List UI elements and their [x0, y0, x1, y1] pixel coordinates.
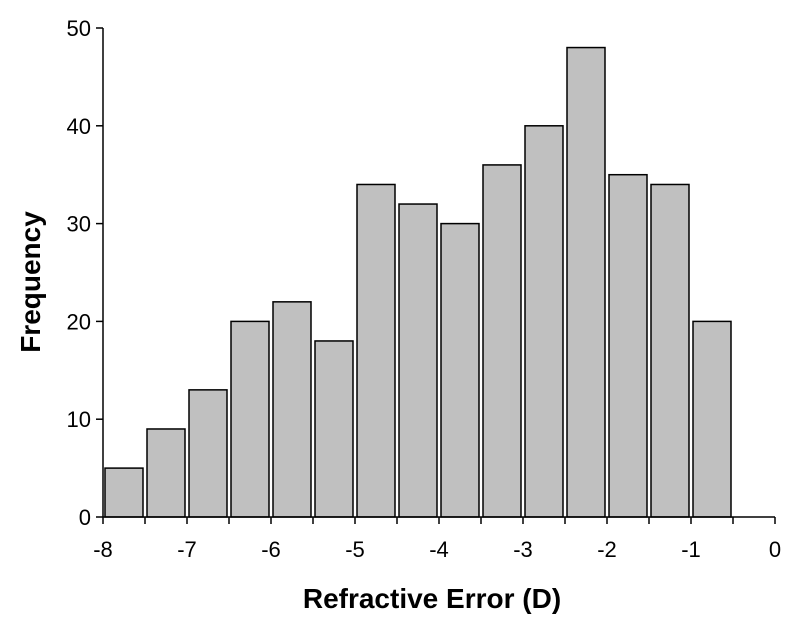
histogram-bar-10 — [524, 125, 564, 518]
y-tick-label-4: 40 — [67, 114, 91, 139]
bars-layer — [104, 46, 732, 518]
x-tick-label-3: -5 — [345, 537, 365, 562]
x-tick-label-1: -7 — [177, 537, 197, 562]
histogram-bar-14 — [692, 320, 732, 518]
y-tick-label-1: 10 — [67, 407, 91, 432]
x-tick-label-4: -4 — [429, 537, 449, 562]
x-tick-label-7: -1 — [681, 537, 701, 562]
histogram-bar-0 — [104, 467, 144, 518]
histogram-bar-2 — [188, 389, 228, 518]
histogram-bar-12 — [608, 173, 648, 518]
x-tick-label-6: -2 — [597, 537, 617, 562]
axes-layer — [96, 27, 776, 524]
x-tick-label-0: -8 — [93, 537, 113, 562]
histogram-bar-3 — [230, 320, 270, 518]
x-axis-title: Refractive Error (D) — [303, 583, 561, 614]
histogram-bar-1 — [146, 428, 186, 518]
y-tick-label-2: 20 — [67, 309, 91, 334]
y-tick-label-3: 30 — [67, 212, 91, 237]
histogram-bar-5 — [314, 340, 354, 518]
histogram-bar-9 — [482, 164, 522, 518]
histogram-bar-8 — [440, 222, 480, 518]
x-tick-label-8: 0 — [769, 537, 781, 562]
histogram-bar-4 — [272, 301, 312, 518]
x-tick-label-5: -3 — [513, 537, 533, 562]
histogram-bar-7 — [398, 203, 438, 518]
histogram-bar-13 — [650, 183, 690, 518]
y-tick-label-0: 0 — [79, 505, 91, 530]
histogram-bar-11 — [566, 46, 606, 518]
histogram-bar-6 — [356, 183, 396, 518]
x-tick-label-2: -6 — [261, 537, 281, 562]
y-axis-title: Frequency — [15, 211, 46, 353]
labels-layer: 0 10 20 30 40 50 -8 -7 -6 -5 -4 -3 -2 -1 0 — [67, 16, 782, 562]
y-tick-label-5: 50 — [67, 16, 91, 41]
